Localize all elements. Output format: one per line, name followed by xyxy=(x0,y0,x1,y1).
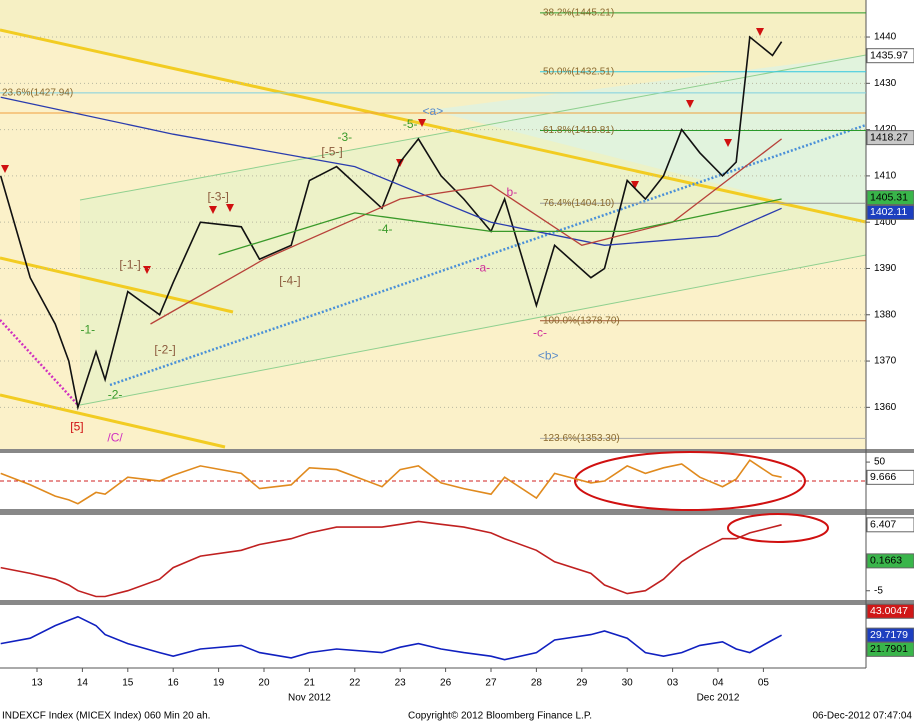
panel-separator xyxy=(0,600,914,605)
x-tick-label: 30 xyxy=(622,678,634,689)
panel-separator xyxy=(0,509,914,515)
highlight-ellipse xyxy=(574,451,806,511)
y-tick-label: -5 xyxy=(874,585,883,596)
panel-plot: 23.6%(1427.94) 38.2%(1445.21) 50.0%(1432.5… xyxy=(0,8,866,445)
wave-label: -3- xyxy=(337,130,352,144)
series-line xyxy=(0,520,782,598)
x-tick-label: 16 xyxy=(168,678,180,689)
wave-label: -c- xyxy=(533,325,547,339)
x-tick-label: 14 xyxy=(77,678,89,689)
fib-label: 123.6%(1353.30) xyxy=(543,433,620,444)
price-tag-label: 1418.27 xyxy=(870,131,908,143)
x-tick-label: 19 xyxy=(213,678,225,689)
y-tick-label: 1410 xyxy=(874,171,897,182)
x-tick-label: 20 xyxy=(258,678,270,689)
wave-label: -4- xyxy=(378,222,393,236)
x-tick-label: 28 xyxy=(531,678,543,689)
wave-label: -5- xyxy=(403,117,418,131)
price-tag-label: 43.0047 xyxy=(870,605,908,617)
x-tick-label: 03 xyxy=(667,678,679,689)
series-line xyxy=(0,615,782,661)
x-tick-label: 15 xyxy=(122,678,134,689)
y-tick-label: 1420 xyxy=(874,124,897,135)
fib-label: 23.6%(1427.94) xyxy=(2,87,73,98)
y-tick-label: 1360 xyxy=(874,402,897,413)
price-background xyxy=(0,0,866,449)
y-tick-label: 1400 xyxy=(874,217,897,228)
x-tick-label: 27 xyxy=(485,678,497,689)
price-tag xyxy=(866,204,914,220)
series-line xyxy=(218,198,782,256)
footer-left: INDEXCF Index (MICEX Index) 060 Min 20 a… xyxy=(2,711,210,722)
wave-label: [-4-] xyxy=(279,274,300,288)
price-tag xyxy=(866,190,914,206)
wave-label: -1- xyxy=(81,323,96,337)
price-tag xyxy=(866,553,914,569)
price-tag-label: 1435.97 xyxy=(870,49,908,61)
price-tag xyxy=(866,130,914,146)
series-line xyxy=(0,459,782,505)
price-tag xyxy=(866,603,914,619)
wave-label: <a> xyxy=(423,104,444,118)
price-tag xyxy=(866,641,914,657)
fib-label: 38.2%(1445.21) xyxy=(543,8,614,19)
price-tag-label: 21.7901 xyxy=(870,643,908,655)
wave-label: [-3-] xyxy=(207,189,228,203)
price-tag-label: 1405.31 xyxy=(870,191,908,203)
wave-label: [-1-] xyxy=(119,257,140,271)
footer-center: Copyright© 2012 Bloomberg Finance L.P. xyxy=(408,711,592,722)
series-line xyxy=(0,96,782,246)
x-tick-label: 23 xyxy=(395,678,407,689)
price-tag-label: 6.407 xyxy=(870,519,896,531)
footer-right: 06-Dec-2012 07:47:04 xyxy=(812,711,912,722)
x-tick-label: 22 xyxy=(349,678,361,689)
y-tick-label: 1440 xyxy=(874,32,897,43)
price-tag-label: 1402.11 xyxy=(870,206,907,218)
series-line xyxy=(0,35,783,411)
panel-plot xyxy=(0,520,782,598)
fib-label: 76.4%(1404.10) xyxy=(543,198,614,209)
price-tag-label: 0.1663 xyxy=(870,555,902,567)
panel-plot xyxy=(0,459,782,505)
panel-separator xyxy=(0,449,914,453)
highlight-ellipse xyxy=(727,513,829,543)
x-tick-label: 21 xyxy=(304,678,316,689)
wave-label: -2- xyxy=(108,387,123,401)
x-tick-label: 04 xyxy=(712,678,724,689)
x-tick-label: 26 xyxy=(440,678,452,689)
x-group-label: Nov 2012 xyxy=(288,693,331,704)
price-tag xyxy=(866,469,914,485)
y-tick-label: 1390 xyxy=(874,263,897,274)
wave-label: [-5-] xyxy=(321,144,342,158)
panel-plot xyxy=(0,615,782,661)
wave-label: /C/ xyxy=(107,431,123,445)
y-tick-label: 1380 xyxy=(874,309,897,320)
price-tag-label: 9.666 xyxy=(870,471,896,483)
x-tick-label: 29 xyxy=(576,678,588,689)
y-tick-label: 50 xyxy=(874,457,886,468)
price-tag-label: 29.7179 xyxy=(870,629,908,641)
fib-label: 50.0%(1432.51) xyxy=(543,66,614,77)
y-tick-label: 1370 xyxy=(874,356,897,367)
y-tick-label: 1430 xyxy=(874,78,897,89)
price-tag xyxy=(866,48,914,64)
x-tick-label: 13 xyxy=(31,678,43,689)
fib-label: 100.0%(1378.70) xyxy=(543,315,620,326)
x-tick-label: 05 xyxy=(758,678,770,689)
wave-label: [-2-] xyxy=(154,343,175,357)
price-tag xyxy=(866,517,914,533)
wave-label: -a- xyxy=(475,261,490,275)
wave-label: <b> xyxy=(538,349,559,363)
fib-label: 61.8%(1419.81) xyxy=(543,125,614,136)
wave-label: [5] xyxy=(70,419,83,433)
x-group-label: Dec 2012 xyxy=(697,693,740,704)
wave-label: b- xyxy=(507,185,518,199)
